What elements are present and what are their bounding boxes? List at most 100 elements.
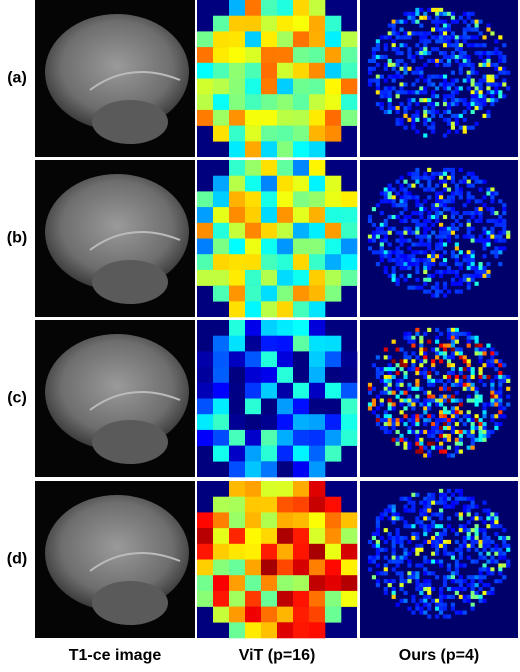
vit-patch <box>229 559 246 576</box>
ours-patch <box>387 516 392 521</box>
vit-patch <box>261 481 278 497</box>
ours-patch <box>454 327 459 332</box>
ours-patch <box>462 54 467 60</box>
ours-patch <box>399 367 404 372</box>
ours-patch <box>403 19 408 24</box>
ours-patch <box>407 335 412 340</box>
ours-patch <box>498 238 503 243</box>
ours-patch <box>399 363 404 368</box>
ours-patch <box>458 543 463 548</box>
ours-patch <box>431 445 436 450</box>
vit-patch <box>325 94 342 111</box>
ours-patch <box>439 351 444 356</box>
ours-patch <box>427 273 432 278</box>
ours-patch <box>419 543 424 548</box>
ours-patch <box>490 567 495 572</box>
ours-patch <box>454 242 459 247</box>
ours-patch <box>423 532 428 537</box>
ours-patch <box>446 359 452 364</box>
ours-patch <box>478 394 483 399</box>
ours-patch <box>470 429 475 435</box>
ours-patch <box>411 31 416 36</box>
ours-patch <box>478 528 483 533</box>
ours-patch <box>403 90 408 95</box>
ours-patch <box>375 230 380 235</box>
ours-patch <box>442 51 448 56</box>
ours-patch <box>478 418 483 423</box>
ours-patch <box>423 571 428 576</box>
vit-patch <box>261 78 278 95</box>
vit-patch <box>229 125 246 142</box>
ours-patch <box>395 532 400 537</box>
ours-patch <box>427 406 432 411</box>
ours-patch <box>415 367 420 372</box>
ours-patch <box>383 567 388 572</box>
column-label: Ours (p=4) <box>399 647 479 664</box>
ours-patch <box>411 422 416 427</box>
ours-patch <box>439 39 444 44</box>
vit-patch <box>309 575 326 592</box>
vit-patch <box>293 461 310 478</box>
ours-patch <box>486 82 491 87</box>
ours-patch <box>403 359 408 364</box>
ours-patch <box>442 43 448 48</box>
ours-patch <box>439 532 444 537</box>
ours-patch <box>466 27 471 32</box>
ours-patch <box>395 418 400 423</box>
ours-patch <box>446 594 452 599</box>
ours-patch <box>498 82 503 87</box>
ours-patch <box>423 528 428 533</box>
ours-patch <box>379 254 384 259</box>
ours-patch <box>391 418 396 423</box>
ours-patch <box>431 425 436 431</box>
ours-patch <box>450 339 455 344</box>
ours-patch <box>379 54 384 60</box>
vit-patch <box>261 622 278 639</box>
ours-patch <box>439 222 444 227</box>
ours-patch <box>423 512 428 517</box>
ours-patch <box>466 222 471 227</box>
ours-patch <box>474 547 479 552</box>
ours-patch <box>446 27 452 32</box>
ours-patch <box>470 62 475 67</box>
vit-patch <box>229 398 246 415</box>
ours-patch <box>423 367 428 372</box>
ours-patch <box>442 230 448 235</box>
ours-patch <box>442 62 448 67</box>
vit-patch <box>245 269 262 286</box>
ours-patch <box>391 39 396 44</box>
ours-patch <box>478 214 483 220</box>
vit-patch <box>229 31 246 48</box>
ours-patch <box>486 74 491 79</box>
ours-patch <box>387 414 392 419</box>
vit-patch <box>309 62 326 79</box>
ours-patch <box>387 242 392 247</box>
ours-patch <box>399 102 404 107</box>
ours-patch <box>450 394 455 399</box>
ours-patch <box>407 425 412 431</box>
ours-patch <box>431 524 436 529</box>
ours-patch <box>442 551 448 556</box>
ours-patch <box>383 90 388 95</box>
ours-patch <box>371 559 376 564</box>
ours-patch <box>411 211 416 216</box>
ours-patch <box>498 214 503 220</box>
ours-patch <box>446 524 452 529</box>
ours-patch <box>415 547 420 552</box>
vit-patch <box>277 543 294 560</box>
ours-patch <box>439 394 444 399</box>
ours-patch <box>439 598 444 603</box>
ours-patch <box>502 374 507 380</box>
ours-patch <box>442 398 448 403</box>
ours-patch <box>435 437 440 442</box>
ours-patch <box>494 47 499 52</box>
vit-patch <box>325 191 342 208</box>
ours-patch <box>427 398 432 403</box>
ours-patch <box>486 590 491 596</box>
ours-patch <box>411 262 416 267</box>
ours-patch <box>383 47 388 52</box>
ours-patch <box>486 191 491 196</box>
mri-cerebellum <box>92 100 168 144</box>
ours-patch <box>367 567 373 572</box>
ours-patch <box>435 289 440 294</box>
